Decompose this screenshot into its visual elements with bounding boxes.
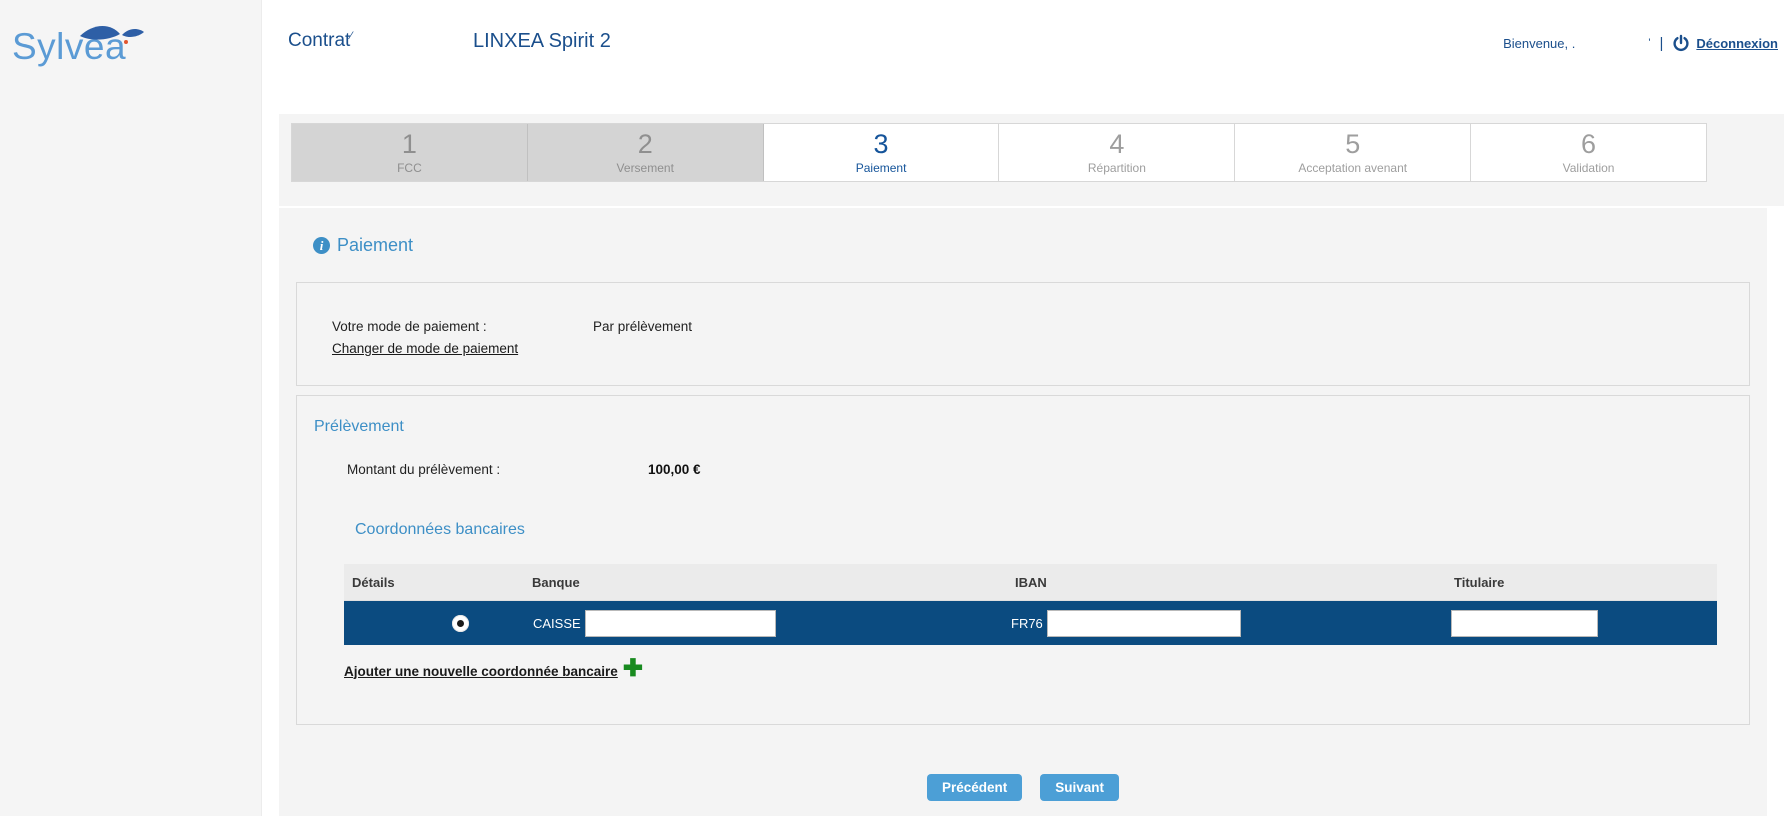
bank-accounts-table: Détails Banque IBAN Titulaire CAISSE FR7… — [344, 564, 1717, 645]
payment-mode-value: Par prélèvement — [593, 319, 693, 334]
step-5-acceptation-avenant: 5 Acceptation avenant — [1235, 124, 1472, 181]
bird-icon — [80, 25, 144, 44]
header-iban: IBAN — [1015, 574, 1047, 590]
iban-cell: FR76 — [1007, 609, 1446, 637]
radio-dot — [457, 619, 464, 627]
sidebar: Sylvéa — [0, 0, 262, 816]
step-4-repartition: 4 Répartition — [999, 124, 1236, 181]
contract-label: Contrat⁄ — [288, 30, 353, 51]
page-title: LINXEA Spirit 2 — [473, 30, 611, 52]
plus-icon: ✚ — [622, 655, 643, 682]
banque-cell: CAISSE — [524, 609, 1007, 637]
separator: | — [1659, 34, 1664, 52]
header-details: Détails — [352, 574, 395, 590]
step-3-paiement: 3 Paiement — [763, 124, 1000, 181]
user-area: Bienvenue, . ' | Déconnexion — [1503, 34, 1778, 52]
header-banque: Banque — [532, 574, 580, 590]
amount-label: Montant du prélèvement : — [347, 462, 501, 477]
wizard-strip: 1 FCC 2 Versement 3 Paiement 4 Répartiti… — [279, 114, 1784, 206]
amount-value: 100,00 € — [648, 462, 701, 477]
welcome-text: Bienvenue, . — [1503, 35, 1576, 51]
titulaire-cell — [1446, 609, 1717, 637]
previous-button[interactable]: Précédent — [926, 774, 1023, 801]
info-icon: i — [313, 237, 330, 254]
header-titulaire: Titulaire — [1454, 574, 1505, 590]
top-bar: Contrat⁄ LINXEA Spirit 2 Bienvenue, . ' … — [262, 0, 1784, 91]
step-6-validation: 6 Validation — [1471, 124, 1706, 181]
bank-row-radio[interactable] — [452, 614, 469, 632]
power-icon — [1673, 34, 1689, 52]
section-title-paiement: i Paiement — [313, 235, 413, 256]
payment-panel: i Paiement Votre mode de paiement : Par … — [279, 208, 1767, 816]
main-area: Contrat⁄ LINXEA Spirit 2 Bienvenue, . ' … — [262, 0, 1784, 816]
iban-prefix: FR76 — [1011, 615, 1043, 631]
prelevement-box: Prélèvement Montant du prélèvement : 100… — [296, 395, 1750, 725]
wizard-steps: 1 FCC 2 Versement 3 Paiement 4 Répartiti… — [291, 123, 1707, 182]
add-bank-account-link[interactable]: Ajouter une nouvelle coordonnée bancaire… — [344, 655, 643, 682]
sylvea-logo[interactable]: Sylvéa — [12, 25, 162, 86]
details-cell — [344, 614, 524, 632]
iban-input[interactable] — [1046, 609, 1241, 637]
prelevement-title: Prélèvement — [314, 418, 404, 435]
logout-label: Déconnexion — [1696, 35, 1778, 51]
payment-mode-label: Votre mode de paiement : — [332, 319, 487, 334]
redacted-mark: ' — [1648, 37, 1651, 49]
next-button[interactable]: Suivant — [1040, 774, 1120, 801]
bank-details-title: Coordonnées bancaires — [355, 521, 525, 538]
table-header-row: Détails Banque IBAN Titulaire — [344, 564, 1717, 601]
logout-button[interactable]: Déconnexion — [1672, 34, 1778, 52]
bank-prefix: CAISSE — [533, 615, 581, 631]
wizard-nav-buttons: Précédent Suivant — [279, 774, 1767, 801]
bank-name-input[interactable] — [584, 609, 776, 637]
change-payment-mode-link[interactable]: Changer de mode de paiement — [332, 341, 519, 356]
contract-number-fragment: ⁄ — [350, 30, 353, 42]
titulaire-input[interactable] — [1451, 609, 1598, 637]
step-2-versement: 2 Versement — [527, 124, 764, 181]
payment-mode-box: Votre mode de paiement : Par prélèvement… — [296, 282, 1750, 386]
bank-account-row: CAISSE FR76 — [344, 601, 1717, 645]
step-1-fcc: 1 FCC — [292, 124, 528, 181]
